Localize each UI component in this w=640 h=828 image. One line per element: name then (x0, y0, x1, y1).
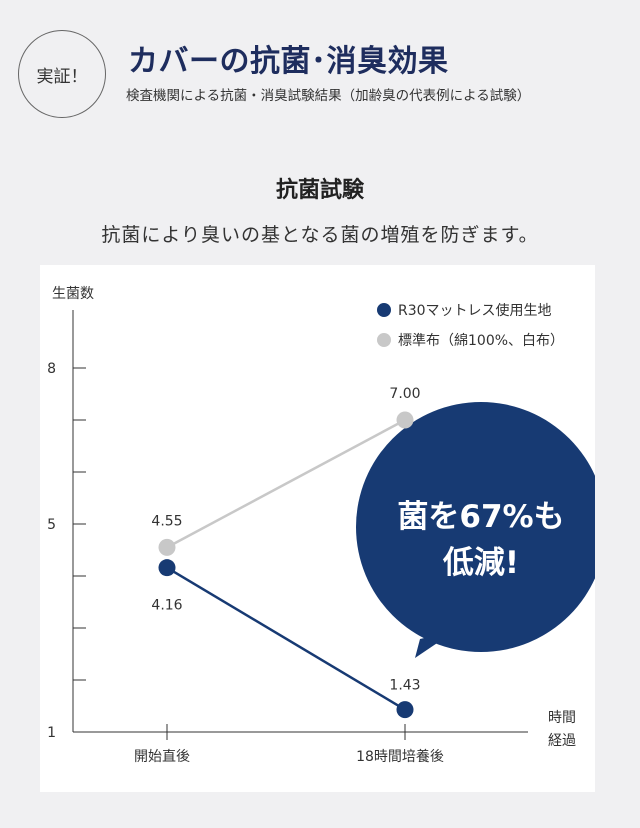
x-tick-label: 18時間培養後 (356, 748, 444, 765)
section-description: 抗菌により臭いの基となる菌の増殖を防ぎます。 (101, 224, 539, 246)
x-axis-label-line1: 時間 (548, 710, 576, 726)
callout-text-line1: 菌を67%も (397, 499, 564, 535)
x-axis-label-line2: 経過 (548, 733, 576, 749)
y-tick-label: 1 (47, 725, 56, 741)
section-title: 抗菌試験 (275, 178, 364, 203)
legend-marker-1 (377, 333, 391, 347)
legend-label-1: 標準布（綿100%、白布） (398, 333, 564, 349)
data-point-1-1 (396, 411, 414, 429)
y-tick-label: 8 (47, 361, 56, 377)
data-point-1-0 (158, 538, 176, 556)
data-point-0-1 (396, 701, 414, 719)
data-point-0-0 (158, 559, 176, 577)
data-label-0-0: 4.16 (151, 598, 182, 614)
chart-panel: 1 5 8 開始直後 18時間培養後 生菌数時間経過 菌を67%も 低減! 4.55 7.00 4.… (40, 265, 595, 792)
legend-marker-0 (377, 303, 391, 317)
series-line-1 (166, 418, 406, 549)
y-axis-label: 生菌数 (52, 286, 94, 302)
y-tick-label: 5 (47, 517, 56, 533)
data-label-0-1: 1.43 (389, 678, 420, 694)
callout-bubble (356, 402, 595, 652)
legend-label-0: R30マットレス使用生地 (398, 302, 552, 319)
data-label-1-0: 4.55 (151, 513, 182, 529)
series-line-0 (166, 566, 406, 711)
page-subtitle: 検査機関による抗菌・消臭試験結果（加齢臭の代表例による試験） (126, 88, 531, 104)
verified-badge: 実証！ (18, 30, 106, 118)
x-tick-label: 開始直後 (134, 748, 190, 765)
data-label-1-1: 7.00 (389, 386, 420, 402)
callout-text-line2: 低減! (442, 545, 519, 581)
page-title: カバーの抗菌･消臭効果 (128, 44, 449, 79)
